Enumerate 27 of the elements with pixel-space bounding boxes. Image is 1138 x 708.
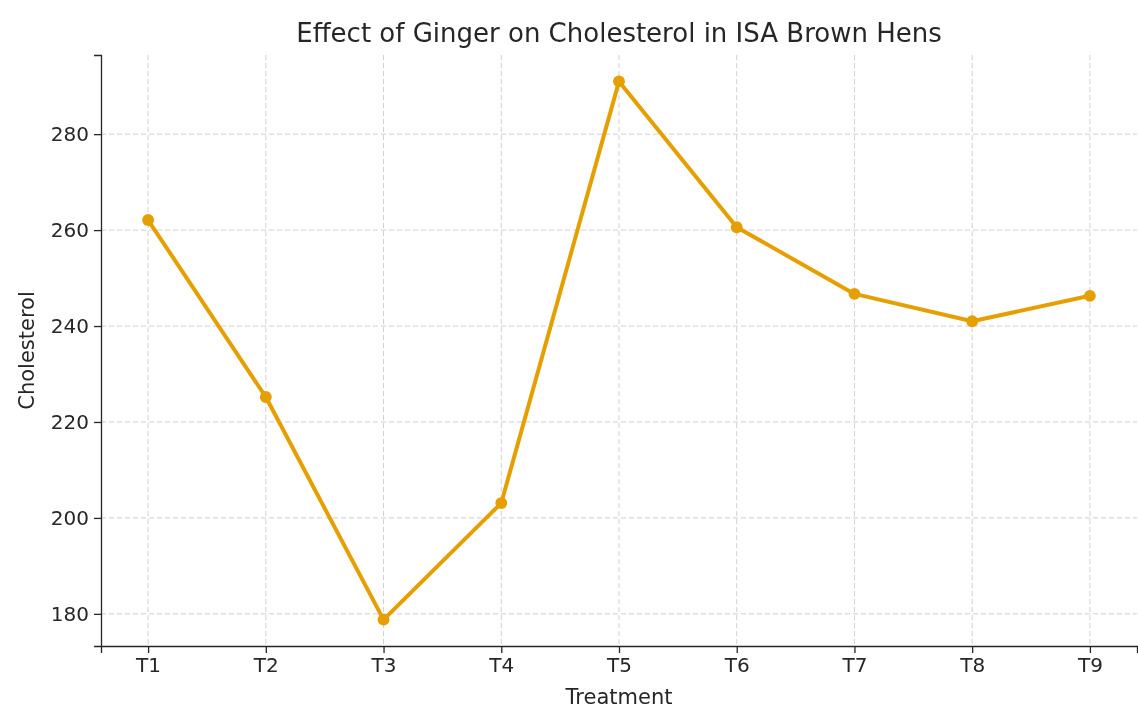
chart-title: Effect of Ginger on Cholesterol in ISA Brown Hens: [296, 18, 942, 48]
y-tick-label: 280: [50, 122, 89, 147]
x-tick-label: T6: [723, 653, 750, 678]
point: [730, 221, 743, 234]
point: [377, 613, 390, 626]
x-axis-title: Treatment: [564, 685, 673, 708]
x-tick-label: T7: [841, 653, 868, 678]
y-axis-title: Cholesterol: [15, 291, 39, 410]
point: [259, 391, 272, 403]
x-tick-label: T2: [252, 653, 279, 678]
point: [495, 497, 508, 509]
point: [1083, 289, 1096, 302]
point: [142, 214, 155, 226]
x-tick-label: T3: [370, 653, 397, 678]
x-tick-label: T4: [488, 653, 515, 678]
y-tick-label: 200: [50, 505, 89, 530]
point: [613, 75, 625, 88]
x-tick-label: T8: [959, 653, 986, 678]
x-tick-label: T5: [606, 653, 632, 678]
y-tick-label: 240: [50, 313, 89, 338]
x-tick-label: T9: [1076, 653, 1103, 678]
point: [848, 287, 861, 300]
point: [966, 315, 979, 328]
y-tick-label: 220: [50, 409, 89, 434]
y-tick-label: 180: [50, 601, 89, 626]
y-tick-label: 260: [50, 217, 89, 242]
x-tick-label: T1: [135, 653, 162, 678]
